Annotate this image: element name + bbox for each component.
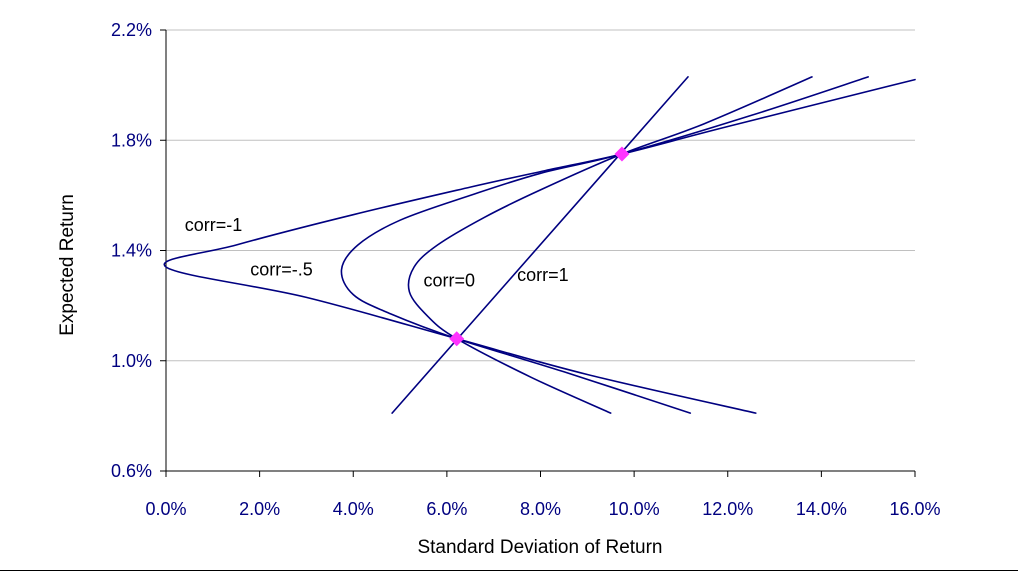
gridlines bbox=[166, 29, 915, 362]
x-tick-label: 12.0% bbox=[702, 499, 753, 519]
annotation-label: corr=-1 bbox=[185, 215, 243, 235]
series-layer bbox=[163, 76, 916, 414]
x-tick-label: 6.0% bbox=[426, 499, 467, 519]
x-tick-label: 8.0% bbox=[520, 499, 561, 519]
y-tick-label: 2.2% bbox=[111, 20, 152, 40]
y-tick-label: 1.4% bbox=[111, 241, 152, 261]
annotation-label: corr=1 bbox=[517, 265, 569, 285]
x-tick-label: 10.0% bbox=[609, 499, 660, 519]
y-tick-label: 0.6% bbox=[111, 461, 152, 481]
annotation-label: corr=0 bbox=[423, 270, 475, 290]
annotations: corr=-1 corr=-.5 corr=0 corr=1 bbox=[185, 215, 569, 290]
series-line-3 bbox=[407, 76, 813, 414]
x-tick-label: 16.0% bbox=[889, 499, 940, 519]
tick-labels: 0.6% 1.0% 1.4% 1.8% 2.2% 0.0% 2.0% 4.0% 6.0% 8.0%… bbox=[111, 20, 941, 519]
x-axis-title: Standard Deviation of Return bbox=[417, 537, 662, 558]
portfolio-point-1 bbox=[449, 331, 465, 347]
y-tick-label: 1.0% bbox=[111, 351, 152, 371]
y-tick-label: 1.8% bbox=[111, 130, 152, 150]
x-tick-label: 0.0% bbox=[145, 499, 186, 519]
axes bbox=[160, 29, 916, 477]
series-line-2 bbox=[340, 76, 869, 414]
points-layer bbox=[449, 146, 630, 347]
y-axis-title: Expected Return bbox=[57, 194, 78, 336]
x-tick-label: 14.0% bbox=[796, 499, 847, 519]
annotation-label: corr=-.5 bbox=[250, 259, 313, 279]
x-tick-label: 4.0% bbox=[333, 499, 374, 519]
portfolio-point-2 bbox=[614, 146, 630, 162]
x-tick-label: 2.0% bbox=[239, 499, 280, 519]
series-line-4 bbox=[391, 76, 689, 414]
bottom-rule bbox=[0, 570, 1018, 571]
